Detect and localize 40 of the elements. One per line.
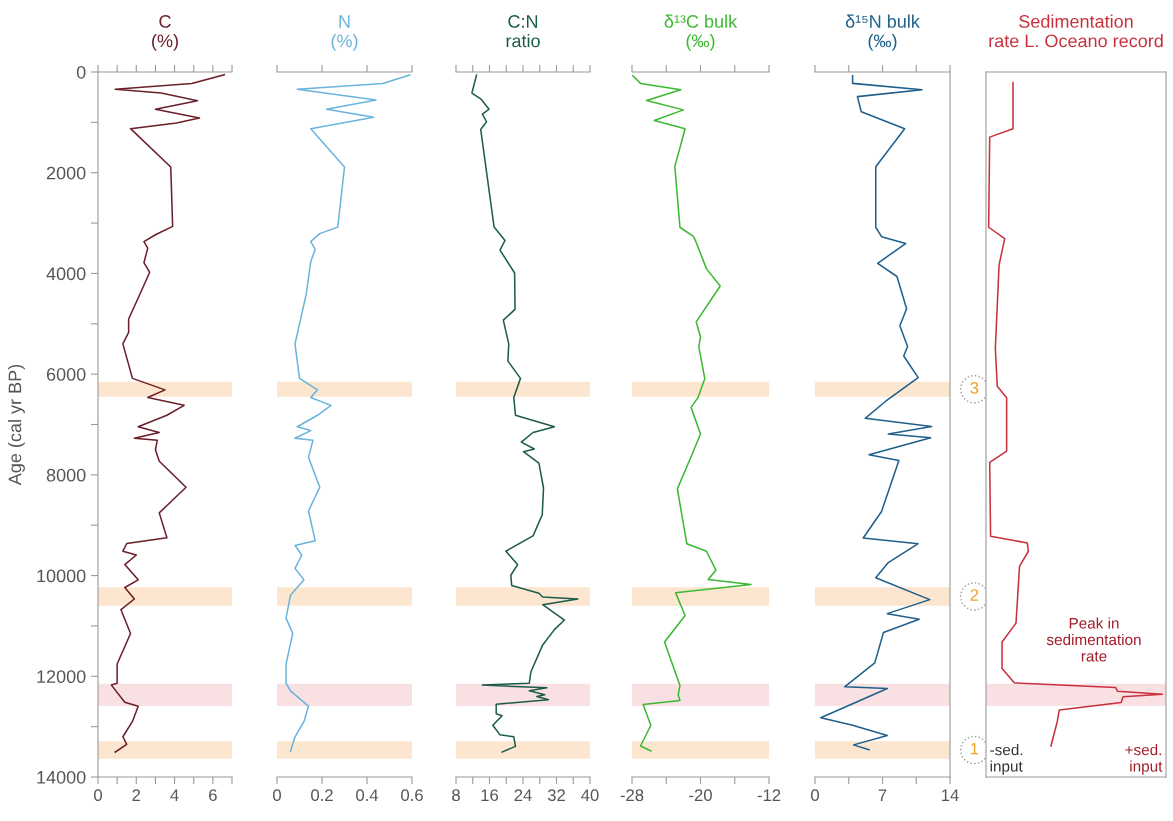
x-tick-label: 16 [481, 789, 499, 802]
x-tick-label: 6 [209, 789, 217, 802]
x-tick-label: 4 [170, 789, 179, 801]
x-tick-label: 14 [942, 789, 959, 801]
x-tick-label: 40 [581, 789, 599, 802]
y-tick-label: 2000 [46, 166, 86, 180]
chart-title: Sedimentation rate L. Oceano record [989, 14, 1163, 48]
x-tick-label: 0 [94, 789, 102, 802]
band-label: 2 [970, 589, 979, 601]
chart-title: δ¹³C bulk (‰) [664, 14, 738, 51]
x-tick-label: 7 [878, 789, 887, 801]
y-tick-label: 4000 [46, 267, 86, 281]
band-label: 1 [970, 742, 979, 755]
y-tick-label: 10000 [37, 569, 86, 583]
y-tick-label: 6000 [46, 368, 86, 381]
annotation: +sed. input [1125, 744, 1163, 775]
y-tick-label: 0 [76, 65, 86, 79]
chart-title: N (%) [331, 15, 358, 51]
x-tick-label: -28 [620, 789, 644, 802]
annotation: Peak in sedimentation rate [1046, 617, 1141, 662]
x-tick-label: 2 [132, 789, 141, 801]
x-tick-label: 0.2 [311, 789, 333, 802]
x-tick-label: -12 [757, 789, 781, 801]
y-tick-label: 8000 [46, 468, 86, 482]
y-tick-label: 12000 [37, 670, 86, 684]
x-tick-label: -20 [689, 789, 712, 802]
chart-title: δ¹⁵N bulk (‰) [845, 14, 920, 51]
x-tick-label: 0.4 [356, 789, 379, 802]
chart-title: C:N ratio [506, 15, 540, 48]
y-axis-title: Age (cal yr BP) [8, 364, 25, 486]
x-tick-label: 32 [547, 789, 565, 802]
x-tick-label: 0.6 [401, 789, 423, 802]
y-tick-label: 14000 [37, 770, 86, 784]
x-tick-label: 8 [452, 789, 460, 802]
annotation: -sed. input [990, 744, 1023, 775]
x-tick-label: 0 [273, 789, 281, 802]
x-tick-label: 24 [514, 789, 532, 801]
x-tick-label: 0 [811, 789, 819, 802]
band-label: 3 [970, 381, 979, 394]
chart-title: C (%) [152, 15, 178, 51]
